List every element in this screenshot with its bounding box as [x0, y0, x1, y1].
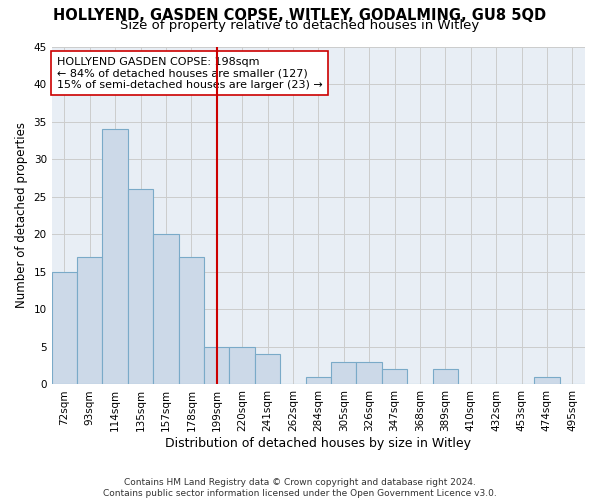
Bar	[305, 377, 331, 384]
Bar	[52, 272, 77, 384]
Bar	[103, 129, 128, 384]
Bar	[255, 354, 280, 384]
Bar	[179, 257, 204, 384]
Bar	[382, 370, 407, 384]
Bar	[153, 234, 179, 384]
Bar	[356, 362, 382, 384]
Text: HOLLYEND GASDEN COPSE: 198sqm
← 84% of detached houses are smaller (127)
15% of : HOLLYEND GASDEN COPSE: 198sqm ← 84% of d…	[57, 56, 323, 90]
Bar	[433, 370, 458, 384]
Text: Size of property relative to detached houses in Witley: Size of property relative to detached ho…	[121, 18, 479, 32]
Bar	[534, 377, 560, 384]
Text: HOLLYEND, GASDEN COPSE, WITLEY, GODALMING, GU8 5QD: HOLLYEND, GASDEN COPSE, WITLEY, GODALMIN…	[53, 8, 547, 22]
X-axis label: Distribution of detached houses by size in Witley: Distribution of detached houses by size …	[166, 437, 472, 450]
Y-axis label: Number of detached properties: Number of detached properties	[15, 122, 28, 308]
Bar	[331, 362, 356, 384]
Bar	[128, 189, 153, 384]
Bar	[204, 347, 229, 385]
Text: Contains HM Land Registry data © Crown copyright and database right 2024.
Contai: Contains HM Land Registry data © Crown c…	[103, 478, 497, 498]
Bar	[77, 257, 103, 384]
Bar	[229, 347, 255, 385]
